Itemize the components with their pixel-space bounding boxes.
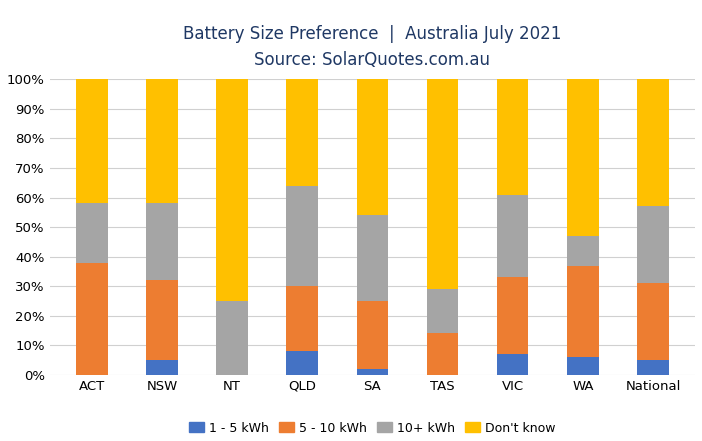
Bar [637,206,669,283]
Title: Battery Size Preference  |  Australia July 2021
Source: SolarQuotes.com.au: Battery Size Preference | Australia July… [183,25,562,70]
Bar [76,203,107,262]
Bar [497,354,529,375]
Bar [567,357,599,375]
Bar [637,79,669,206]
Bar [497,79,529,194]
Bar [357,79,388,215]
Bar [76,262,107,375]
Bar [497,277,529,354]
Bar [567,236,599,265]
Bar [357,369,388,375]
Bar [427,289,458,333]
Bar [286,186,318,286]
Legend: 1 - 5 kWh, 5 - 10 kWh, 10+ kWh, Don't know: 1 - 5 kWh, 5 - 10 kWh, 10+ kWh, Don't kn… [184,417,560,440]
Bar [357,215,388,301]
Bar [637,283,669,360]
Bar [286,286,318,351]
Bar [146,360,178,375]
Bar [427,79,458,289]
Bar [567,79,599,236]
Bar [146,203,178,280]
Bar [357,301,388,369]
Bar [286,79,318,186]
Bar [497,194,529,277]
Bar [216,79,248,301]
Bar [146,280,178,360]
Bar [286,351,318,375]
Bar [76,79,107,203]
Bar [216,301,248,375]
Bar [567,265,599,357]
Bar [146,79,178,203]
Bar [427,333,458,375]
Bar [637,360,669,375]
